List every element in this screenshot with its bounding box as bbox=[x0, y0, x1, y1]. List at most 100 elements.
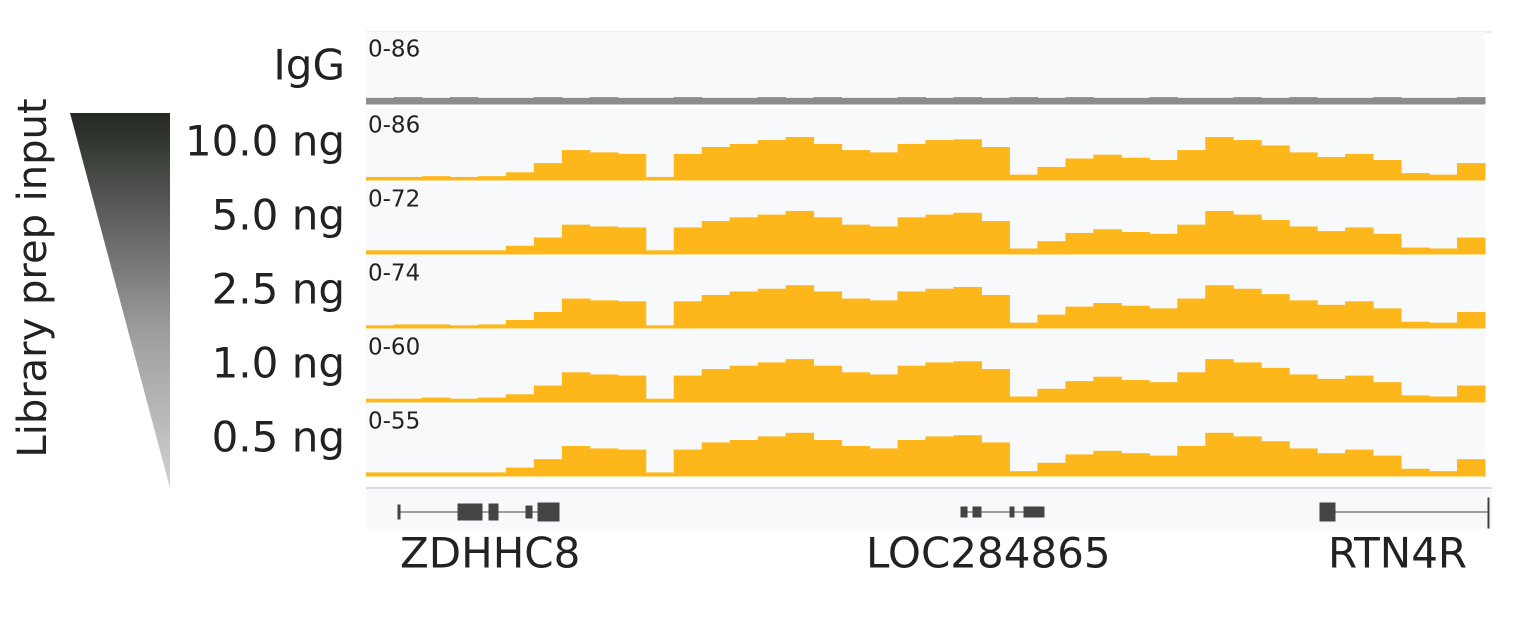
coverage-bar bbox=[505, 394, 535, 402]
coverage-bar bbox=[673, 449, 703, 476]
coverage-bar bbox=[785, 97, 815, 104]
coverage-bar bbox=[1065, 381, 1094, 402]
coverage-bar bbox=[617, 301, 647, 328]
coverage-bar bbox=[925, 288, 954, 328]
coverage-bar bbox=[1457, 311, 1486, 328]
coverage-bar bbox=[757, 97, 787, 104]
coverage-bar bbox=[477, 472, 507, 476]
coverage-bar bbox=[1429, 174, 1458, 180]
coverage-bar bbox=[645, 325, 675, 328]
coverage-bar bbox=[1121, 97, 1150, 104]
coverage-bar bbox=[1401, 395, 1430, 402]
coverage-bar bbox=[1345, 449, 1374, 476]
coverage-bar bbox=[925, 140, 954, 180]
gene-label: ZDHHC8 bbox=[400, 529, 580, 578]
coverage-bar bbox=[1289, 448, 1318, 476]
coverage-bar bbox=[1093, 97, 1122, 104]
coverage-bar bbox=[897, 143, 926, 180]
track-label: 10.0 ng bbox=[185, 117, 345, 166]
coverage-bar bbox=[1289, 374, 1318, 402]
coverage-bar bbox=[925, 436, 954, 476]
coverage-bar bbox=[1261, 294, 1290, 328]
coverage-bar bbox=[953, 97, 982, 104]
coverage-bar bbox=[645, 250, 675, 254]
coverage-bar bbox=[1037, 314, 1066, 328]
coverage-bar bbox=[701, 147, 731, 180]
coverage-bar bbox=[533, 163, 563, 180]
coverage-bar bbox=[1233, 288, 1262, 328]
coverage-bar bbox=[953, 212, 982, 254]
coverage-bar bbox=[1121, 232, 1150, 254]
coverage-bar bbox=[1121, 305, 1150, 328]
coverage-bar bbox=[421, 397, 451, 402]
coverage-bar bbox=[785, 432, 815, 476]
coverage-bar bbox=[729, 440, 759, 476]
track-label: 0.5 ng bbox=[212, 413, 345, 462]
coverage-bar bbox=[1261, 97, 1290, 104]
coverage-bar bbox=[1205, 359, 1234, 402]
gene-label: RTN4R bbox=[1328, 529, 1467, 578]
input-gradient bbox=[70, 113, 170, 488]
coverage-bar bbox=[981, 221, 1010, 254]
coverage-bar bbox=[981, 369, 1010, 402]
coverage-bar bbox=[1149, 160, 1178, 180]
coverage-bar bbox=[953, 139, 982, 180]
coverage-bar bbox=[366, 176, 395, 180]
coverage-bar bbox=[1037, 388, 1066, 402]
coverage-bar bbox=[1373, 160, 1402, 180]
coverage-bar bbox=[1065, 306, 1094, 328]
coverage-bar bbox=[841, 224, 871, 254]
coverage-bar bbox=[505, 97, 535, 104]
coverage-bar bbox=[561, 372, 591, 402]
coverage-bar bbox=[1205, 137, 1234, 180]
coverage-bar bbox=[869, 448, 899, 476]
coverage-bar bbox=[701, 97, 731, 104]
coverage-bar bbox=[1401, 321, 1430, 328]
coverage-bar bbox=[953, 286, 982, 328]
coverage-bar bbox=[393, 398, 423, 402]
coverage-bar bbox=[841, 298, 871, 328]
coverage-bar bbox=[1429, 471, 1458, 476]
coverage-bar bbox=[673, 301, 703, 328]
coverage-bar bbox=[897, 440, 926, 476]
coverage-bar bbox=[981, 97, 1010, 104]
coverage-bar bbox=[785, 359, 815, 402]
range-label: 0-72 bbox=[368, 187, 420, 213]
coverage-bar bbox=[366, 97, 395, 104]
coverage-bar bbox=[589, 374, 619, 402]
coverage-bar bbox=[1317, 156, 1346, 180]
coverage-bar bbox=[1205, 97, 1234, 104]
coverage-bar bbox=[561, 97, 591, 104]
coverage-bar bbox=[1317, 97, 1346, 104]
coverage-bar bbox=[1093, 376, 1122, 402]
coverage-bar bbox=[1457, 163, 1486, 180]
coverage-bar bbox=[589, 152, 619, 180]
coverage-bar bbox=[1149, 455, 1178, 476]
coverage-bar bbox=[729, 143, 759, 180]
coverage-bar bbox=[1345, 153, 1374, 180]
coverage-bar bbox=[561, 224, 591, 254]
range-label: 0-86 bbox=[368, 113, 420, 139]
coverage-bar bbox=[1037, 241, 1066, 254]
coverage-bar bbox=[981, 147, 1010, 180]
coverage-bar bbox=[869, 374, 899, 402]
coverage-bar bbox=[757, 214, 787, 254]
coverage-bar bbox=[505, 172, 535, 180]
coverage-bar bbox=[869, 300, 899, 328]
coverage-bar bbox=[477, 97, 507, 104]
coverage-bar bbox=[785, 137, 815, 180]
coverage-bar bbox=[393, 97, 423, 104]
coverage-bar bbox=[1149, 382, 1178, 402]
coverage-bar bbox=[477, 250, 507, 254]
coverage-bar bbox=[617, 375, 647, 402]
coverage-bar bbox=[953, 361, 982, 402]
side-label: Library prep input bbox=[10, 98, 56, 457]
coverage-bar bbox=[589, 97, 619, 104]
coverage-bar bbox=[1429, 396, 1458, 402]
coverage-bar bbox=[561, 150, 591, 180]
coverage-bar bbox=[925, 362, 954, 402]
coverage-bar bbox=[1457, 237, 1486, 254]
coverage-bar bbox=[757, 288, 787, 328]
track-bg bbox=[366, 32, 1485, 104]
coverage-bar bbox=[1177, 298, 1206, 328]
